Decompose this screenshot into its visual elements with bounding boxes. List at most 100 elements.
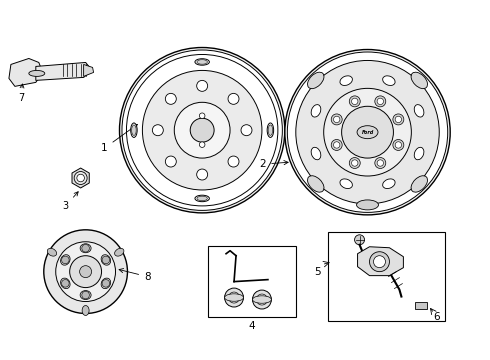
Ellipse shape — [61, 278, 70, 289]
Ellipse shape — [195, 195, 209, 202]
Ellipse shape — [267, 123, 273, 138]
Circle shape — [199, 142, 205, 148]
Circle shape — [377, 98, 384, 104]
Text: 8: 8 — [119, 269, 151, 282]
Polygon shape — [416, 302, 427, 309]
Circle shape — [334, 142, 340, 148]
Circle shape — [228, 93, 239, 104]
Ellipse shape — [311, 147, 321, 160]
Circle shape — [324, 88, 412, 176]
Text: 2: 2 — [260, 159, 288, 169]
Circle shape — [126, 54, 278, 206]
Circle shape — [375, 158, 386, 168]
Ellipse shape — [308, 72, 324, 89]
Circle shape — [351, 160, 358, 166]
Bar — [208, 246, 296, 318]
Text: 5: 5 — [315, 267, 321, 276]
Text: 7: 7 — [18, 84, 24, 103]
Circle shape — [377, 160, 384, 166]
Polygon shape — [9, 58, 43, 86]
Text: 6: 6 — [433, 312, 440, 323]
Ellipse shape — [268, 125, 272, 135]
Circle shape — [252, 290, 271, 309]
Ellipse shape — [411, 72, 427, 89]
Ellipse shape — [308, 176, 324, 192]
Bar — [328, 232, 445, 321]
Text: Ford: Ford — [362, 130, 374, 135]
Polygon shape — [358, 247, 403, 276]
Ellipse shape — [340, 179, 352, 189]
Circle shape — [74, 171, 87, 184]
Ellipse shape — [224, 294, 244, 301]
Ellipse shape — [311, 105, 321, 117]
Circle shape — [82, 291, 89, 299]
Ellipse shape — [80, 291, 91, 300]
Circle shape — [349, 96, 360, 107]
Circle shape — [143, 71, 262, 190]
Circle shape — [256, 294, 268, 305]
Ellipse shape — [252, 296, 271, 303]
Polygon shape — [72, 168, 89, 188]
Circle shape — [395, 116, 401, 123]
Ellipse shape — [197, 60, 207, 64]
Circle shape — [224, 288, 244, 307]
Circle shape — [56, 242, 116, 302]
Circle shape — [196, 169, 208, 180]
Ellipse shape — [383, 179, 395, 189]
Circle shape — [393, 114, 404, 125]
Circle shape — [62, 256, 69, 264]
Circle shape — [165, 156, 176, 167]
Ellipse shape — [132, 125, 136, 135]
Text: 1: 1 — [101, 125, 137, 153]
Circle shape — [351, 98, 358, 104]
Ellipse shape — [340, 76, 352, 85]
Circle shape — [334, 116, 340, 123]
Ellipse shape — [357, 126, 378, 139]
Circle shape — [199, 113, 205, 118]
Ellipse shape — [383, 76, 395, 85]
Circle shape — [77, 174, 84, 182]
Ellipse shape — [48, 248, 57, 256]
Circle shape — [120, 48, 285, 213]
Circle shape — [102, 256, 110, 264]
Circle shape — [393, 139, 404, 150]
Polygon shape — [36, 62, 91, 80]
Circle shape — [165, 93, 176, 104]
Circle shape — [62, 280, 69, 287]
Circle shape — [174, 102, 230, 158]
Circle shape — [369, 252, 390, 272]
Circle shape — [241, 125, 252, 136]
Circle shape — [287, 52, 448, 212]
Ellipse shape — [414, 105, 424, 117]
Ellipse shape — [357, 200, 378, 210]
Circle shape — [331, 139, 342, 150]
Ellipse shape — [101, 255, 111, 265]
Polygon shape — [84, 64, 94, 76]
Circle shape — [44, 230, 127, 314]
Circle shape — [285, 50, 450, 215]
Ellipse shape — [80, 244, 91, 253]
Circle shape — [349, 158, 360, 168]
Ellipse shape — [197, 196, 207, 201]
Circle shape — [190, 118, 214, 142]
Circle shape — [395, 142, 401, 148]
Circle shape — [70, 256, 101, 288]
Circle shape — [355, 235, 365, 245]
Circle shape — [228, 156, 239, 167]
Circle shape — [375, 96, 386, 107]
Circle shape — [331, 114, 342, 125]
Circle shape — [152, 125, 163, 136]
Ellipse shape — [61, 255, 70, 265]
Ellipse shape — [411, 176, 427, 192]
Ellipse shape — [82, 306, 89, 315]
Text: 3: 3 — [63, 192, 78, 211]
Circle shape — [373, 256, 386, 268]
Circle shape — [122, 50, 282, 210]
Text: 4: 4 — [248, 321, 255, 332]
Ellipse shape — [101, 278, 111, 289]
Ellipse shape — [29, 71, 45, 76]
Ellipse shape — [414, 147, 424, 160]
Circle shape — [228, 292, 240, 303]
Circle shape — [102, 280, 110, 287]
Circle shape — [82, 244, 89, 252]
